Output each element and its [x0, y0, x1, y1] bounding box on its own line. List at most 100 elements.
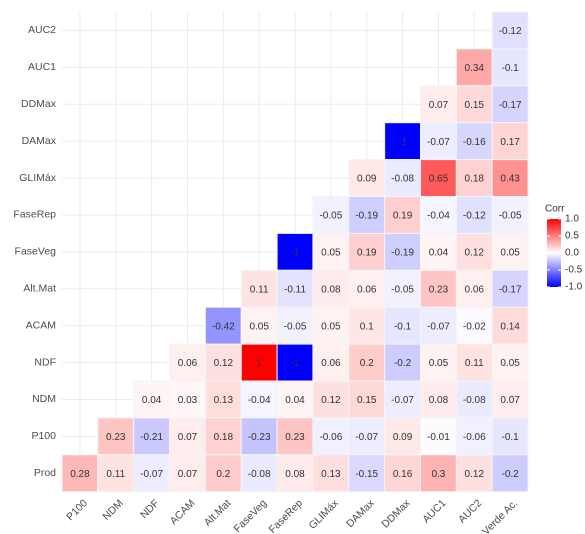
cell [204, 454, 242, 493]
x-tick-label: DAMax [344, 497, 377, 530]
cell [240, 343, 278, 382]
cell [204, 380, 242, 419]
cell [348, 196, 386, 234]
cell [384, 159, 421, 198]
cell [312, 269, 350, 308]
y-tick-label: AUC1 [28, 61, 56, 73]
cell-label: -0.17 [499, 284, 522, 295]
legend-label: -0.5 [565, 265, 583, 276]
y-tick-label: DAMax [22, 135, 57, 147]
cell-label: 0.05 [321, 321, 341, 332]
cell [455, 454, 493, 493]
cell [276, 232, 314, 271]
cell-label: 0.12 [465, 469, 485, 480]
cell-label: -0.1 [502, 63, 520, 74]
cell-label: 0.14 [500, 321, 520, 332]
cell-label: 0.05 [500, 358, 520, 369]
cell-label: 0.13 [321, 469, 341, 480]
legend-label: 1.0 [565, 214, 579, 225]
cell-label: -0.06 [319, 432, 342, 443]
cell-label: 0.11 [106, 469, 125, 480]
cell-label: 0.06 [178, 358, 198, 369]
cell [169, 454, 206, 493]
cell [384, 306, 421, 345]
cell-label: 0.09 [357, 174, 377, 185]
cell [204, 343, 242, 382]
cell-label: 0.08 [285, 469, 305, 480]
cell [276, 306, 314, 345]
cell [204, 417, 242, 456]
legend-label: -1.0 [565, 282, 583, 293]
cell [420, 454, 457, 493]
cell [384, 232, 421, 271]
cell-label: 0.23 [429, 284, 449, 295]
x-tick-label: AUC2 [456, 497, 484, 525]
cell-label: -0.07 [427, 321, 450, 332]
cell-label: 0.07 [178, 432, 198, 443]
cell-label: -0.12 [463, 211, 486, 222]
cell [491, 196, 529, 234]
cell-label: 0.23 [106, 432, 126, 443]
cell-label: 0.04 [142, 395, 162, 406]
cell-label: 0.15 [465, 100, 485, 111]
cell [276, 343, 314, 382]
cell-label: 1 [256, 358, 262, 369]
cell-label: 0.2 [216, 469, 230, 480]
cell-label: 0.08 [429, 395, 449, 406]
cell-label: 0.03 [178, 395, 198, 406]
cell-label: 0.13 [214, 395, 234, 406]
cell-label: 0.07 [429, 100, 449, 111]
cell [312, 196, 350, 234]
cell [312, 343, 350, 382]
cell-label: -0.05 [391, 284, 414, 295]
y-tick-label: NDM [32, 393, 56, 405]
cell [491, 85, 529, 124]
cell-label: -0.05 [319, 211, 342, 222]
cell-label: 0.15 [357, 395, 377, 406]
cell-label: -0.2 [394, 358, 412, 369]
cell-label: 0.04 [285, 395, 305, 406]
cell [240, 417, 278, 456]
cell [312, 306, 350, 345]
cell-label: -0.07 [391, 395, 414, 406]
cell-label: 0.17 [500, 137, 520, 148]
cell-label: 0.11 [250, 284, 269, 295]
legend-label: 0.5 [565, 231, 579, 242]
y-tick-label: Prod [34, 467, 56, 479]
cell [312, 454, 350, 493]
cell [491, 159, 529, 198]
cell-label: -0.02 [463, 321, 486, 332]
cell [348, 306, 386, 345]
cell [420, 159, 457, 198]
cell [61, 454, 99, 493]
cell-label: -0.42 [212, 321, 235, 332]
cell-label: 0.05 [500, 247, 520, 258]
cell-label: 0.06 [357, 284, 377, 295]
cell-label: 0.08 [321, 284, 341, 295]
cell-label: 0.3 [431, 469, 445, 480]
legend-label: 0.0 [565, 248, 579, 259]
cell-label: -0.2 [502, 469, 520, 480]
cell-label: 0.19 [357, 247, 377, 258]
x-tick-label: P100 [64, 497, 90, 523]
cell-label: -0.17 [499, 100, 522, 111]
cell-label: -0.1 [394, 321, 412, 332]
cell [169, 417, 206, 456]
cell [276, 380, 314, 419]
cell-label: -0.08 [463, 395, 486, 406]
cell-label: 0.2 [360, 358, 374, 369]
cell [491, 454, 529, 493]
cell-label: -0.16 [463, 137, 486, 148]
x-tick-label: Verde Ac. [480, 497, 520, 534]
cell [97, 417, 135, 456]
y-tick-label: AUC2 [28, 24, 56, 36]
cell [420, 306, 457, 345]
x-tick-label: FaseVeg [231, 497, 269, 534]
cell [276, 417, 314, 456]
x-tick-label: AUC1 [420, 497, 448, 525]
cell-label: 0.65 [429, 174, 449, 185]
cell [491, 380, 529, 419]
cell [97, 454, 135, 493]
cell-label: -0.01 [427, 432, 450, 443]
